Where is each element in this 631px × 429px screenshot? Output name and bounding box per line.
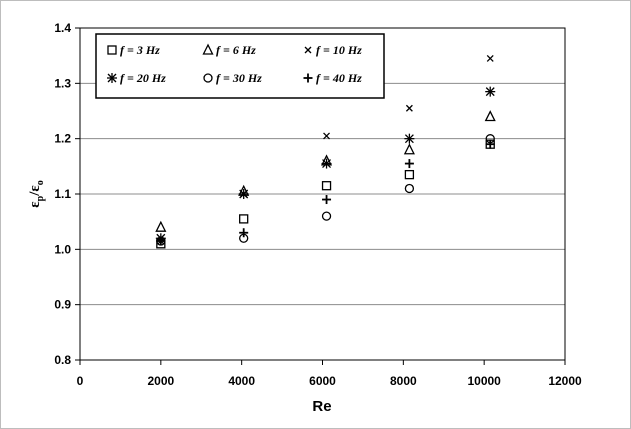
legend-label: f = 30 Hz [216,71,262,85]
y-tick-label: 1.0 [54,242,71,256]
data-point [405,171,413,179]
legend-label: f = 20 Hz [120,71,166,85]
data-point [322,159,332,169]
data-point [405,159,414,168]
data-point [486,112,495,121]
x-tick-label: 8000 [390,374,417,388]
data-point [156,222,165,231]
x-tick-label: 12000 [548,374,582,388]
y-tick-label: 1.1 [54,187,71,201]
legend-marker [107,73,117,83]
data-point [323,182,331,190]
data-point [487,55,493,61]
legend-label: f = 6 Hz [216,43,256,57]
data-point [485,87,495,97]
y-tick-label: 1.3 [54,76,71,90]
data-point [323,212,331,220]
data-point [239,189,249,199]
data-point [405,145,414,154]
data-point [405,184,413,192]
series-5 [156,140,494,246]
x-tick-label: 6000 [309,374,336,388]
x-tick-label: 2000 [147,374,174,388]
x-tick-label: 4000 [228,374,255,388]
data-point [240,215,248,223]
legend: f = 3 Hz f = 6 Hz f = 10 Hz f = 20 Hz f = 30… [96,34,384,98]
x-axis-title: Re [312,398,331,415]
legend-label: f = 3 Hz [120,43,160,57]
data-point [322,195,331,204]
data-point [324,133,330,139]
x-tick-label: 0 [77,374,84,388]
legend-label: f = 10 Hz [316,43,362,57]
legend-label: f = 40 Hz [316,71,362,85]
x-tick-label: 10000 [467,374,501,388]
series-1 [156,112,494,232]
data-point [404,134,414,144]
y-tick-label: 1.4 [54,21,71,35]
y-tick-label: 0.8 [54,353,71,367]
data-point [406,105,412,111]
y-tick-label: 1.2 [54,132,71,146]
y-axis-title: εp/εo [27,180,46,208]
y-tick-label: 0.9 [54,298,71,312]
